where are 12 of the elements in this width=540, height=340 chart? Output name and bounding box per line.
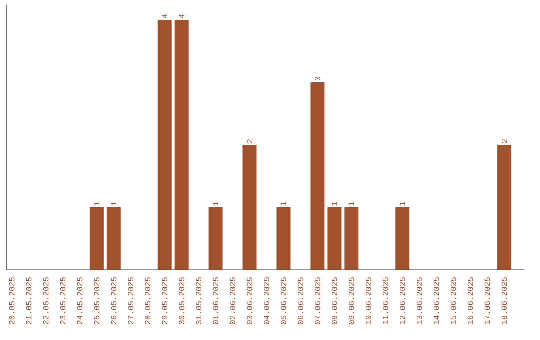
bar	[328, 208, 342, 270]
bar	[208, 208, 223, 270]
bar	[498, 145, 512, 270]
bar	[396, 208, 410, 270]
bar	[90, 208, 104, 270]
bar	[242, 145, 257, 270]
bar	[276, 208, 291, 270]
bar	[158, 20, 172, 270]
bar	[344, 208, 359, 270]
bar	[310, 82, 325, 270]
bar	[106, 208, 121, 270]
bar	[174, 20, 189, 270]
